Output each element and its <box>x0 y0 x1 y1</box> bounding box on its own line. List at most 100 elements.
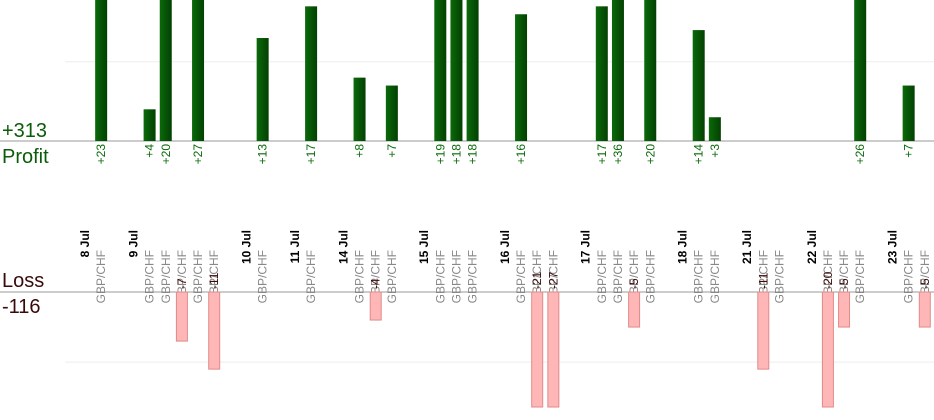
pair-label: GBP/CHF <box>902 250 916 303</box>
profit-bar <box>692 30 705 142</box>
value-label: -5 <box>627 278 641 289</box>
value-label: -11 <box>207 272 221 289</box>
pair-label: GBP/CHF <box>692 250 706 303</box>
value-label: +17 <box>304 144 318 165</box>
pair-label: GBP/CHF <box>143 250 157 303</box>
date-label: 11 Jul <box>288 230 302 263</box>
value-label: -27 <box>546 271 560 289</box>
pair-label: GBP/CHF <box>256 250 270 303</box>
profit-bar <box>854 0 867 141</box>
value-label: +20 <box>159 144 173 165</box>
pair-label: GBP/CHF <box>530 250 544 303</box>
profit-bar <box>305 6 318 141</box>
profit-bar <box>644 0 657 141</box>
loss-bar <box>628 291 641 328</box>
value-label: +27 <box>191 144 205 165</box>
value-label: +18 <box>466 144 480 165</box>
loss-bar <box>208 291 221 370</box>
pair-label: GBP/CHF <box>821 250 835 303</box>
value-label: +36 <box>611 144 625 165</box>
value-label: +4 <box>143 144 157 158</box>
pair-label: GBP/CHF <box>708 250 722 303</box>
pair-label: GBP/CHF <box>756 250 770 303</box>
value-label: +18 <box>449 144 463 165</box>
pair-label: GBP/CHF <box>918 250 932 303</box>
profit-bar <box>515 14 528 142</box>
loss-bar <box>547 291 560 408</box>
profit-bar <box>466 0 479 141</box>
loss-bar <box>838 291 851 328</box>
pair-label: GBP/CHF <box>433 250 447 303</box>
profit-label: Profit <box>2 146 49 168</box>
pair-label: GBP/CHF <box>643 250 657 303</box>
date-label: 21 Jul <box>740 230 754 264</box>
pair-label: GBP/CHF <box>449 250 463 303</box>
profit-bar <box>95 0 108 141</box>
value-label: +20 <box>643 144 657 165</box>
pair-label: GBP/CHF <box>304 250 318 303</box>
value-label: +16 <box>514 144 528 165</box>
loss-label: Loss <box>2 270 44 292</box>
loss-bar <box>821 291 834 408</box>
value-label: -7 <box>175 278 189 289</box>
loss-bar <box>369 291 382 321</box>
date-label: 14 Jul <box>336 230 350 264</box>
value-label: +23 <box>94 144 108 165</box>
profit-bar <box>902 85 915 141</box>
date-label: 23 Jul <box>886 230 900 264</box>
value-label: +17 <box>595 144 609 165</box>
date-label: 15 Jul <box>417 230 431 264</box>
value-label: +3 <box>708 144 722 158</box>
value-label: +19 <box>433 144 447 165</box>
date-label: 10 Jul <box>240 230 254 264</box>
profit-total: +313 <box>2 120 47 142</box>
loss-bar <box>531 291 544 408</box>
profit-bar <box>256 38 269 141</box>
profit-bar <box>595 6 608 141</box>
profit-bar <box>353 77 366 141</box>
date-label: 9 Jul <box>126 230 140 257</box>
date-label: 18 Jul <box>676 230 690 264</box>
value-label: -21 <box>530 271 544 289</box>
pair-label: GBP/CHF <box>175 250 189 303</box>
profit-bar <box>159 0 172 141</box>
profit-bar <box>450 0 463 141</box>
value-label: -5 <box>837 278 851 289</box>
loss-bar <box>918 291 931 328</box>
pair-label: GBP/CHF <box>353 250 367 303</box>
value-label: +7 <box>902 144 916 158</box>
value-label: +26 <box>853 144 867 165</box>
value-label: +14 <box>692 144 706 165</box>
profit-bar <box>611 0 624 141</box>
pair-label: GBP/CHF <box>94 250 108 303</box>
value-label: -5 <box>918 278 932 289</box>
loss-total: -116 <box>2 296 41 318</box>
pair-label: GBP/CHF <box>514 250 528 303</box>
date-label: 17 Jul <box>579 230 593 264</box>
value-label: +13 <box>256 144 270 165</box>
pair-label: GBP/CHF <box>369 250 383 303</box>
pair-label: GBP/CHF <box>385 250 399 303</box>
date-label: 8 Jul <box>78 230 92 257</box>
value-label: +8 <box>353 144 367 158</box>
pair-label: GBP/CHF <box>546 250 560 303</box>
pair-label: GBP/CHF <box>772 250 786 303</box>
profit-bar <box>192 0 205 141</box>
pair-label: GBP/CHF <box>595 250 609 303</box>
pair-label: GBP/CHF <box>466 250 480 303</box>
pair-label: GBP/CHF <box>837 250 851 303</box>
pair-label: GBP/CHF <box>159 250 173 303</box>
loss-bar <box>757 291 770 370</box>
value-label: -20 <box>821 271 835 289</box>
pair-label: GBP/CHF <box>611 250 625 303</box>
profit-bar <box>708 117 721 141</box>
pair-label: GBP/CHF <box>627 250 641 303</box>
pair-label: GBP/CHF <box>191 250 205 303</box>
value-label: +7 <box>385 144 399 158</box>
profit-bar <box>434 0 447 141</box>
profit-bar <box>143 109 156 141</box>
value-label: -11 <box>756 272 770 289</box>
pair-label: GBP/CHF <box>853 250 867 303</box>
pair-label: GBP/CHF <box>207 250 221 303</box>
